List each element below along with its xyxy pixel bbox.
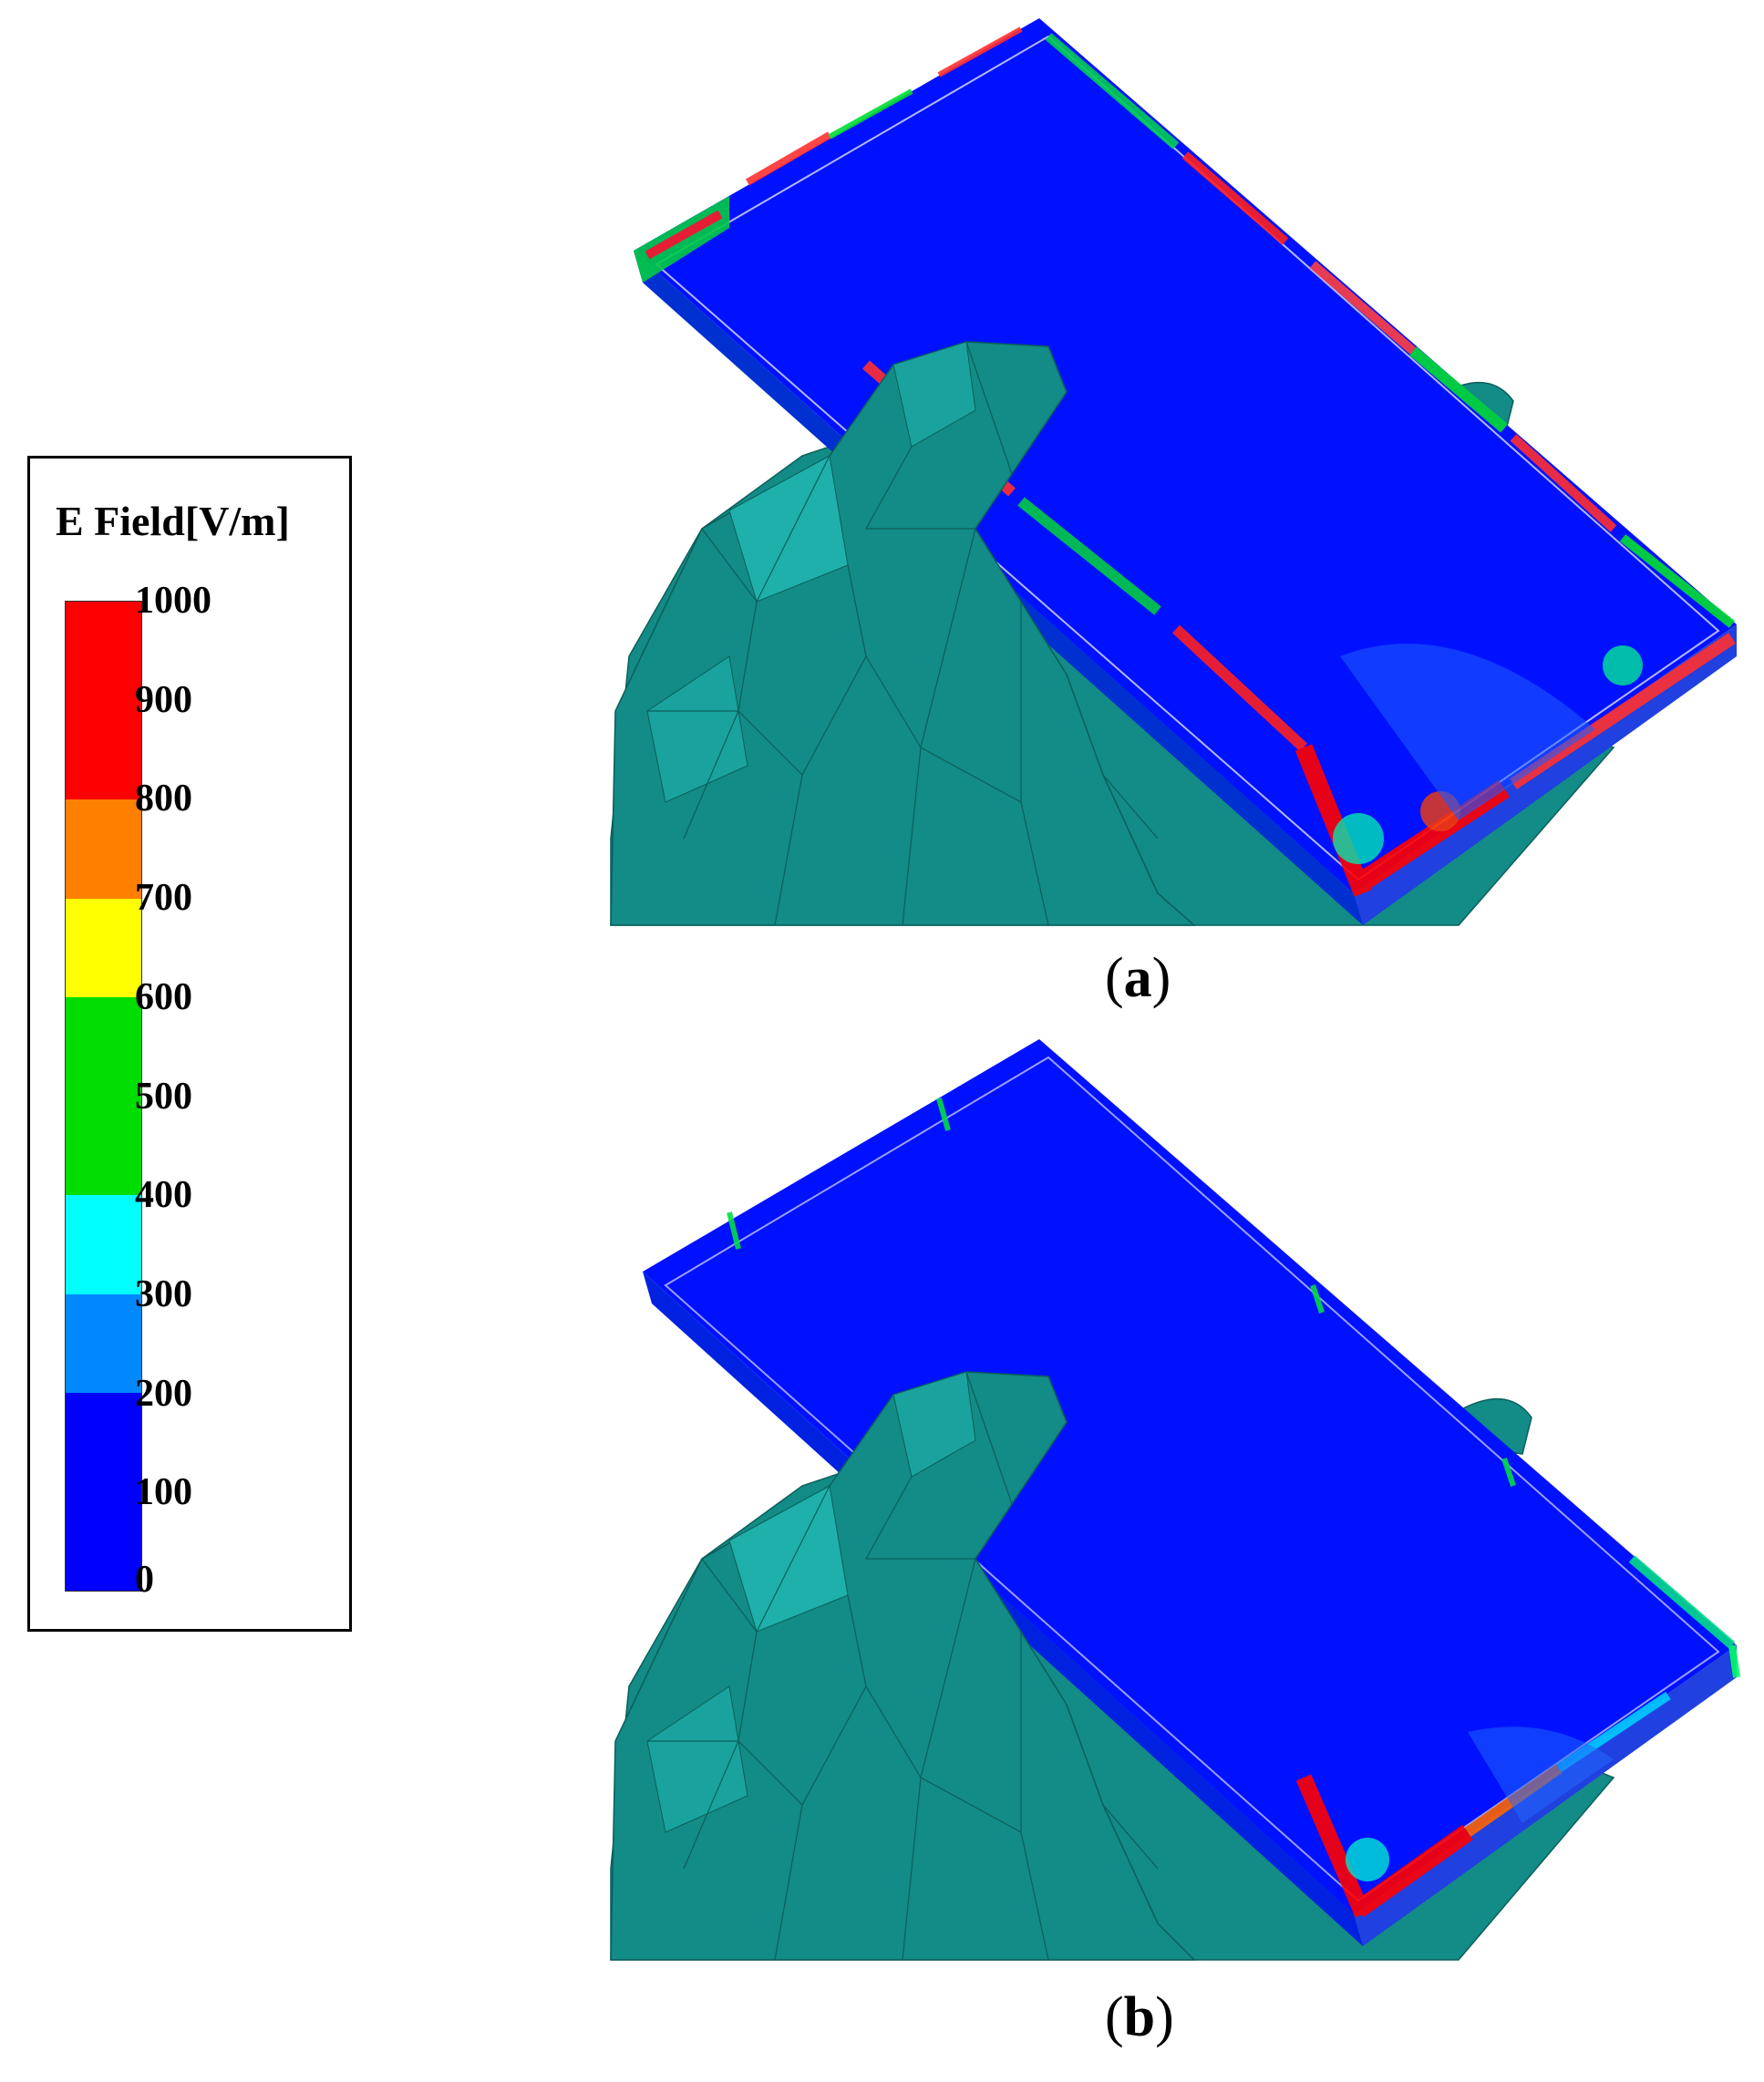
legend-segment (66, 1393, 141, 1492)
caption-a-letter: a (1123, 947, 1152, 1009)
legend-tick: 400 (135, 1174, 192, 1217)
hand-phone-render-a (610, 18, 1737, 926)
legend-segment (66, 1294, 141, 1393)
caption-b-letter: b (1123, 1986, 1156, 2048)
legend-color-bar (65, 601, 142, 1592)
legend-tick: 1000 (135, 580, 211, 622)
legend-segment (66, 898, 141, 997)
legend-segment (66, 1096, 141, 1195)
legend-segment (66, 1195, 141, 1294)
legend-tick: 0 (135, 1559, 154, 1601)
caption-a-open: ( (1105, 947, 1124, 1009)
legend-tick: 500 (135, 1075, 192, 1118)
simulation-panel-b (593, 1039, 1746, 1961)
legend-title: E Field[V/m] (56, 498, 290, 544)
legend-segment (66, 602, 141, 701)
legend-tick: 700 (135, 877, 192, 920)
legend-tick: 200 (135, 1372, 192, 1415)
caption-b-close: ) (1155, 1986, 1174, 2048)
legend-segment (66, 997, 141, 1097)
legend-tick: 600 (135, 975, 192, 1018)
caption-a: (a) (1105, 946, 1171, 1011)
legend-tick: 800 (135, 778, 192, 820)
legend-segment (66, 700, 141, 799)
caption-a-close: ) (1151, 947, 1171, 1009)
legend-tick: 100 (135, 1471, 192, 1514)
caption-b: (b) (1105, 1985, 1174, 2050)
simulation-panel-a (593, 18, 1746, 926)
legend-segment (66, 1491, 141, 1591)
legend-tick: 900 (135, 678, 192, 721)
color-legend: E Field[V/m] 1000 900 800 700 600 500 40… (27, 456, 352, 1632)
caption-b-open: ( (1105, 1986, 1124, 2048)
legend-segment (66, 799, 141, 899)
legend-tick: 300 (135, 1273, 192, 1315)
hand-phone-render-b (610, 1039, 1740, 1961)
